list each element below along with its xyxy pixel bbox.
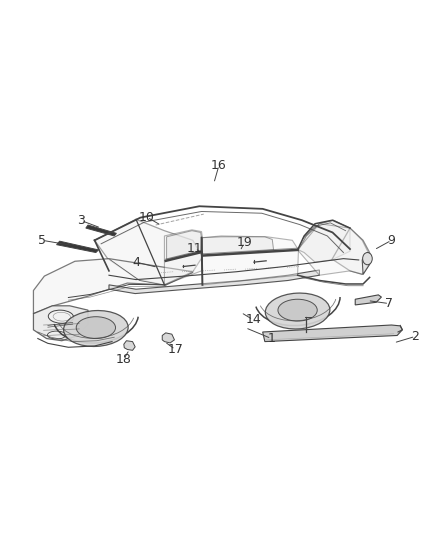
Polygon shape [202,236,298,285]
Polygon shape [162,333,174,343]
Text: 14: 14 [245,313,261,326]
Ellipse shape [47,331,66,339]
Polygon shape [86,225,117,236]
Text: 3: 3 [78,214,85,227]
Polygon shape [33,306,88,341]
Polygon shape [33,259,193,313]
Polygon shape [332,228,370,274]
Polygon shape [355,295,381,305]
Polygon shape [95,220,202,285]
Text: 9: 9 [388,234,396,247]
Text: 18: 18 [116,352,132,366]
Ellipse shape [76,317,116,338]
Ellipse shape [363,253,372,265]
Ellipse shape [265,293,330,329]
Text: 10: 10 [139,211,155,224]
Polygon shape [166,231,201,260]
Ellipse shape [278,299,317,321]
Polygon shape [297,224,370,275]
Polygon shape [57,241,99,253]
Text: 7: 7 [385,297,393,310]
Text: 11: 11 [187,241,203,255]
Polygon shape [263,325,403,342]
Text: 19: 19 [237,236,252,249]
Polygon shape [298,220,350,262]
Polygon shape [124,341,135,350]
Polygon shape [202,237,274,256]
Text: 2: 2 [412,330,420,343]
Polygon shape [109,270,319,294]
Text: 1: 1 [268,332,276,345]
Polygon shape [164,230,202,285]
Text: 17: 17 [167,343,183,356]
Text: 4: 4 [132,256,140,269]
Text: 5: 5 [38,234,46,247]
Ellipse shape [48,310,74,324]
Polygon shape [362,253,370,274]
Ellipse shape [64,311,128,346]
Text: 16: 16 [211,159,227,172]
